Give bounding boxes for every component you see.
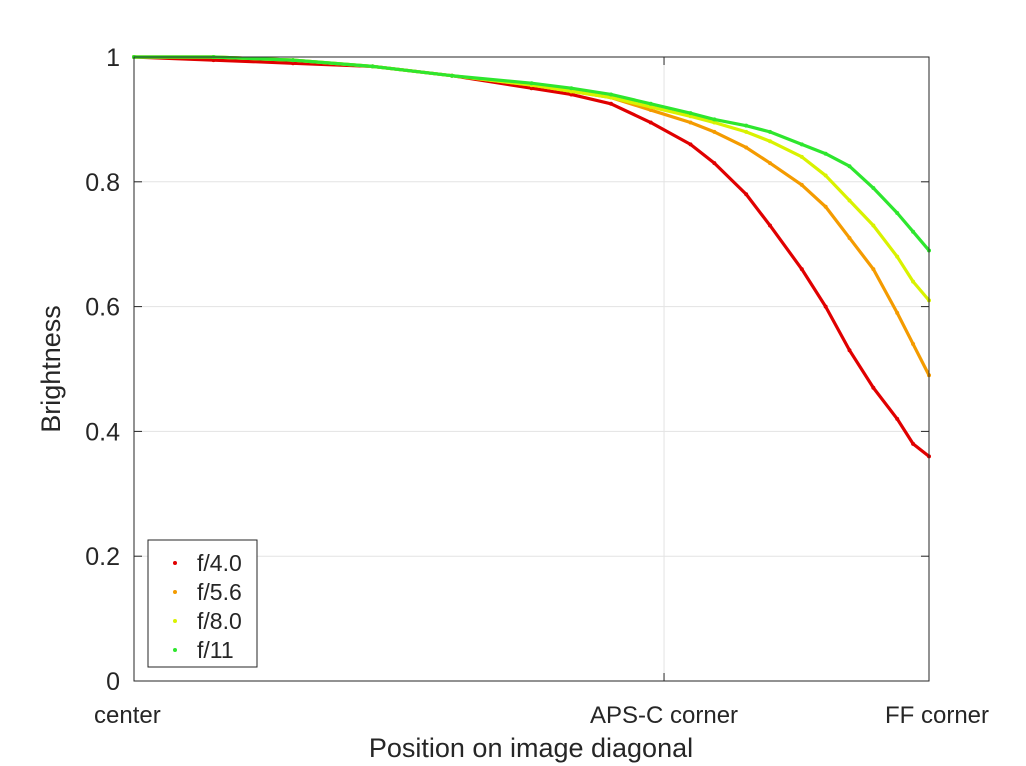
data-point: [291, 61, 295, 66]
data-point: [799, 182, 804, 187]
data-point: [911, 279, 916, 284]
y-tick-label: 0: [106, 668, 120, 696]
data-point: [895, 310, 900, 315]
data-point: [823, 204, 828, 209]
data-point: [688, 114, 693, 119]
data-point: [569, 92, 574, 97]
x-tick-label: FF corner: [885, 702, 989, 729]
data-point: [768, 223, 772, 228]
x-tick-label: APS-C corner: [590, 702, 738, 729]
data-point: [823, 151, 828, 156]
data-point: [569, 89, 574, 94]
data-point: [895, 211, 900, 215]
data-point: [799, 267, 804, 272]
data-point: [688, 120, 693, 125]
legend-marker: [173, 648, 177, 652]
legend-label: f/4.0: [197, 550, 242, 576]
data-point: [609, 95, 613, 100]
data-point: [291, 58, 295, 63]
data-point: [609, 92, 613, 97]
data-point: [648, 108, 653, 113]
data-point: [847, 348, 852, 353]
data-point: [648, 120, 653, 125]
legend-marker: [173, 619, 177, 623]
data-point: [744, 192, 749, 197]
data-point: [871, 385, 876, 390]
data-point: [911, 441, 916, 446]
data-point: [871, 186, 876, 191]
data-point: [823, 304, 828, 309]
data-point: [768, 139, 772, 144]
data-point: [895, 254, 900, 259]
data-point: [847, 164, 852, 169]
data-point: [648, 101, 653, 106]
data-point: [211, 58, 216, 63]
data-point: [895, 416, 900, 421]
y-tick-label: 0.2: [85, 543, 120, 571]
data-point: [712, 129, 717, 134]
data-point: [450, 73, 454, 78]
data-point: [712, 161, 717, 166]
series-f-11: [132, 55, 931, 253]
data-point: [744, 123, 749, 128]
data-point: [768, 161, 772, 166]
legend-box: [147, 539, 258, 668]
x-axis-label: Position on image diagonal: [369, 733, 693, 763]
y-tick-label: 0.6: [85, 294, 120, 322]
data-point: [871, 267, 876, 272]
y-tick-label: 0.4: [85, 418, 120, 446]
series-line: [132, 55, 931, 253]
y-tick-label: 1: [106, 44, 120, 72]
data-point: [744, 145, 749, 150]
data-point: [529, 81, 534, 86]
data-point: [768, 129, 772, 134]
plot-series: [132, 55, 931, 459]
data-point: [799, 142, 804, 147]
data-point: [609, 101, 613, 106]
legend-marker: [173, 590, 177, 594]
data-point: [847, 198, 852, 203]
data-point: [569, 86, 574, 91]
data-point: [911, 342, 916, 347]
data-point: [847, 235, 852, 240]
plot-frame: [133, 56, 930, 682]
y-axis-label: Brightness: [36, 305, 66, 433]
data-point: [911, 229, 916, 234]
y-tick-label: 0.8: [85, 169, 120, 197]
data-point: [799, 154, 804, 159]
legend-label: f/5.6: [197, 579, 242, 605]
x-axis-ticks: center APS-C corner FF corner: [94, 57, 989, 729]
data-point: [823, 173, 828, 178]
legend-label: f/11: [197, 637, 234, 663]
data-point: [688, 142, 693, 147]
legend-label: f/8.0: [197, 608, 242, 634]
data-point: [688, 111, 693, 116]
data-point: [744, 129, 749, 134]
data-point: [712, 120, 717, 125]
data-point: [871, 223, 876, 228]
data-point: [370, 64, 375, 69]
y-axis-ticks: 0 0.2 0.4 0.6 0.8 1: [85, 44, 929, 696]
data-point: [712, 117, 717, 122]
x-tick-label: center: [94, 702, 161, 729]
data-point: [529, 86, 534, 91]
legend: f/4.0 f/5.6 f/8.0 f/11: [147, 539, 258, 668]
legend-marker: [173, 561, 177, 565]
data-point: [648, 104, 653, 109]
